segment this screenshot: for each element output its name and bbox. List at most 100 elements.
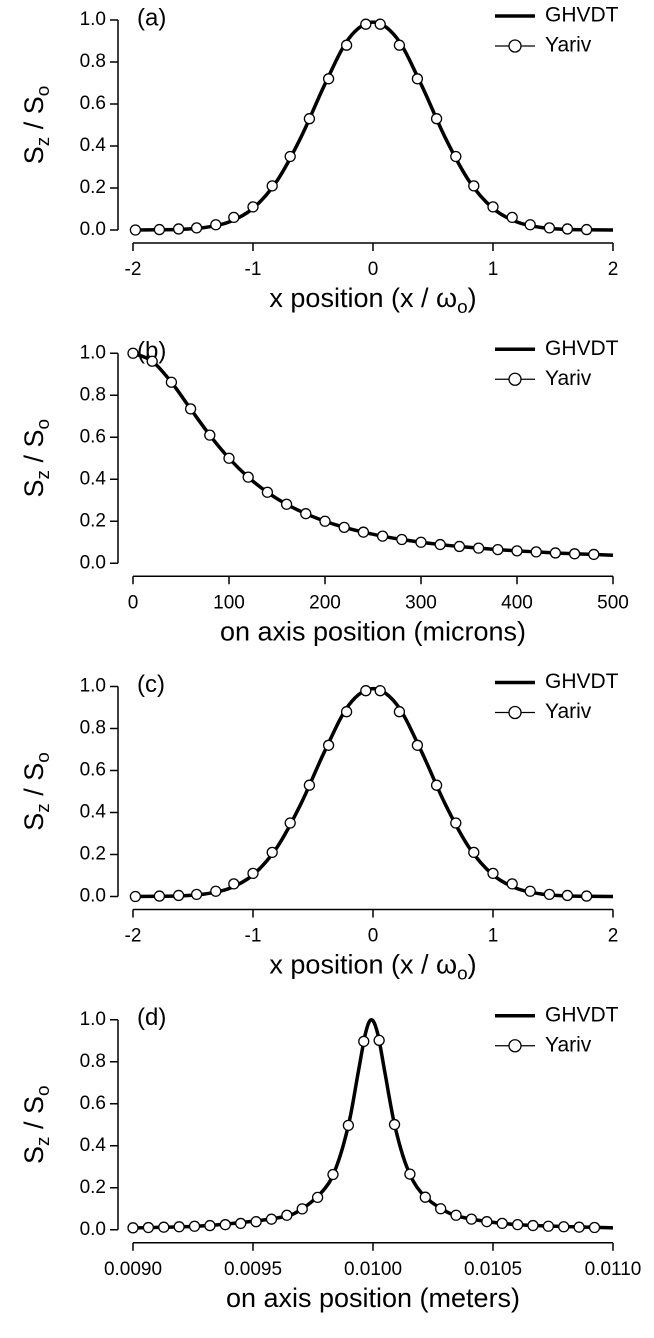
data-point [472, 542, 485, 554]
data-point [358, 1035, 370, 1048]
y-tick-label: 0.0 [80, 219, 106, 240]
label-part: ) [468, 950, 477, 980]
data-point [235, 1217, 247, 1230]
y-tick-label: 1.0 [80, 676, 106, 697]
data-point [450, 150, 462, 163]
panel: 0.0 0.2 0.4 0.6 0.8 1.0 -2 -1 0 1 2 x position (x /… [19, 670, 619, 985]
label-part: S [19, 146, 49, 164]
data-point [210, 219, 222, 231]
y-tick-label: 1.0 [80, 1009, 106, 1030]
label-part: on axis position (meters) [226, 1283, 520, 1313]
data-point [450, 817, 462, 829]
y-tick-label: 0.0 [80, 886, 106, 907]
label-part: z [33, 470, 54, 479]
y-axis-label: Sz / So [19, 419, 54, 498]
data-point [588, 548, 600, 561]
label-part: S [19, 479, 49, 497]
data-point [374, 18, 386, 30]
label-part: o [33, 419, 54, 430]
data-point [530, 546, 542, 558]
data-point [357, 526, 370, 538]
label-part: z [33, 803, 54, 812]
data-point [153, 223, 166, 236]
y-tick-label: 0.4 [80, 468, 107, 489]
data-line [132, 351, 614, 558]
data-point [284, 150, 296, 163]
y-tick-label: 0.0 [80, 1219, 106, 1240]
data-point [376, 530, 389, 542]
data-point [184, 403, 197, 415]
y-tick-label: 0.2 [80, 844, 106, 865]
data-point [430, 113, 443, 125]
legend-label: GHVDT [545, 337, 619, 360]
data-point [129, 224, 142, 236]
legend-marker [508, 39, 522, 53]
data-point [204, 1219, 216, 1232]
data-point [588, 1221, 601, 1234]
data-point [542, 1220, 555, 1232]
legend-marker [508, 1039, 522, 1053]
data-point [265, 1213, 278, 1225]
x-tick-label: 0.0090 [104, 1259, 162, 1280]
data-point [360, 18, 372, 30]
x-tick-label: 1 [488, 259, 499, 280]
label-part: S [19, 1146, 49, 1164]
y-tick-label: 0.2 [80, 177, 106, 198]
data-point [172, 223, 185, 235]
data-point [247, 201, 259, 213]
data-point [190, 888, 203, 901]
panel-label: (d) [137, 1004, 166, 1031]
data-point [561, 889, 574, 902]
data-point [303, 779, 316, 791]
data-point [247, 867, 259, 880]
data-point [453, 540, 466, 553]
data-point [527, 1219, 539, 1232]
label-part: o [33, 752, 54, 763]
data-point [146, 355, 158, 367]
x-tick-label: 0.0100 [344, 1259, 402, 1280]
panel-label: (c) [137, 671, 165, 698]
data-point [322, 73, 335, 85]
x-tick-label: -2 [125, 926, 142, 947]
data-point [165, 376, 178, 388]
label-part: / S [19, 96, 49, 137]
y-axis-label: Sz / So [19, 86, 54, 165]
data-point [327, 1168, 339, 1181]
y-tick-label: 0.0 [80, 552, 106, 573]
data-point [266, 846, 278, 859]
data-point [340, 39, 353, 51]
x-tick-label: 100 [213, 592, 245, 613]
label-part: z [33, 1137, 54, 1146]
data-point [543, 222, 556, 234]
legend-label: GHVDT [545, 4, 619, 27]
data-line [132, 686, 614, 899]
data-point [250, 1216, 262, 1228]
label-part: ) [468, 283, 477, 313]
y-tick-label: 0.8 [80, 718, 106, 739]
data-point [261, 486, 274, 498]
y-tick-label: 0.2 [80, 1177, 106, 1198]
x-tick-label: 2 [608, 926, 619, 947]
data-point [468, 846, 480, 859]
x-tick-label: -2 [125, 259, 142, 280]
data-point [487, 867, 499, 880]
label-part: / S [19, 763, 49, 804]
data-point [127, 1222, 139, 1234]
y-tick-label: 0.6 [80, 1093, 106, 1114]
data-point [430, 779, 443, 791]
label-part: S [19, 813, 49, 831]
data-point [172, 889, 185, 902]
data-point [492, 543, 504, 556]
x-tick-label: -1 [245, 926, 262, 947]
y-tick-label: 0.4 [80, 1135, 107, 1156]
data-point [228, 211, 240, 224]
y-tick-label: 0.4 [80, 135, 107, 156]
data-point [568, 548, 581, 560]
y-tick-label: 1.0 [80, 342, 106, 363]
data-point [280, 498, 293, 510]
x-tick-label: 2 [608, 259, 619, 280]
x-tick-label: 400 [501, 592, 533, 613]
data-point [284, 817, 296, 829]
data-point [360, 685, 372, 697]
x-tick-label: 500 [597, 592, 629, 613]
